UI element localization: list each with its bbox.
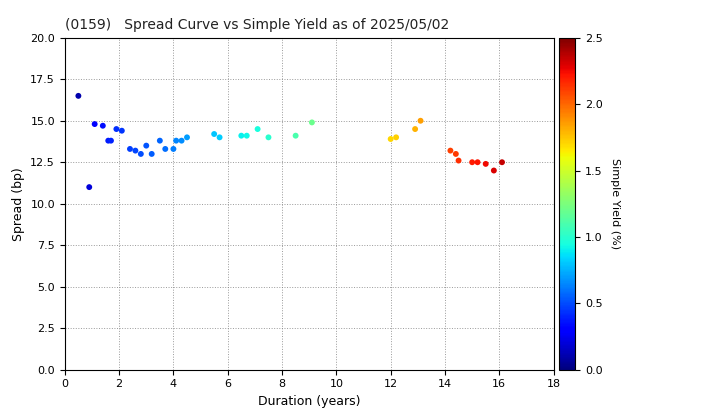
Point: [488, 167, 500, 174]
Point: [415, 117, 426, 124]
Point: [252, 126, 264, 132]
Point: [472, 159, 483, 165]
Point: [208, 131, 220, 137]
X-axis label: Duration (years): Duration (years): [258, 395, 361, 408]
Point: [154, 137, 166, 144]
Point: [105, 137, 117, 144]
Point: [168, 146, 179, 152]
Point: [135, 150, 147, 157]
Point: [181, 134, 193, 141]
Point: [496, 159, 508, 165]
Point: [445, 147, 456, 154]
Point: [480, 160, 492, 167]
Point: [130, 147, 141, 154]
Point: [390, 134, 402, 141]
Y-axis label: Simple Yield (%): Simple Yield (%): [610, 158, 620, 249]
Point: [97, 122, 109, 129]
Point: [102, 137, 114, 144]
Y-axis label: Spread (bp): Spread (bp): [12, 167, 24, 241]
Point: [111, 126, 122, 132]
Point: [89, 121, 100, 127]
Point: [125, 146, 136, 152]
Point: [176, 137, 187, 144]
Point: [306, 119, 318, 126]
Point: [116, 127, 127, 134]
Point: [171, 137, 182, 144]
Point: [290, 132, 302, 139]
Point: [140, 142, 152, 149]
Point: [263, 134, 274, 141]
Point: [214, 134, 225, 141]
Point: [467, 159, 478, 165]
Point: [410, 126, 421, 132]
Point: [160, 146, 171, 152]
Point: [73, 92, 84, 99]
Point: [450, 150, 462, 157]
Point: [453, 157, 464, 164]
Point: [385, 136, 397, 142]
Text: (0159)   Spread Curve vs Simple Yield as of 2025/05/02: (0159) Spread Curve vs Simple Yield as o…: [65, 18, 449, 32]
Point: [146, 150, 158, 157]
Point: [241, 132, 253, 139]
Point: [235, 132, 247, 139]
Point: [84, 184, 95, 190]
